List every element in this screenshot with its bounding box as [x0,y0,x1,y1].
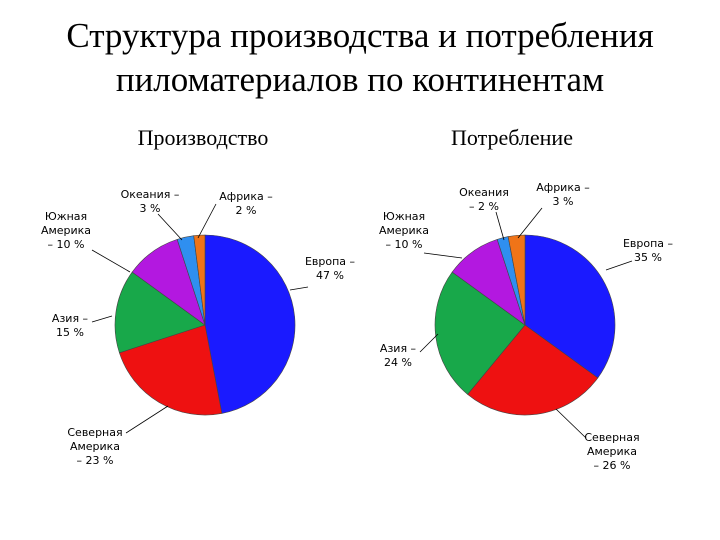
chart-title-production: Производство [138,125,269,150]
leader-line-production-north_america [125,405,169,434]
leader-line-consumption-oceania [495,211,505,241]
leader-line-production-oceania [157,213,183,241]
pie-chart-consumption: Потребление Европа –35 % Северная Америка – … [379,125,673,472]
data-label-consumption-asia: Азия –24 % [380,342,416,369]
chart-title-consumption: Потребление [451,125,573,150]
leader-line-production-europe [289,286,309,291]
data-label-production-europe: Европа –47 % [305,255,355,282]
data-label-consumption-south_america: Южная Америка – 10 % [379,210,429,251]
leader-line-consumption-africa [517,207,543,239]
pie-chart-production: Производство Европа –47 % Северная Америка –… [41,125,355,467]
leader-line-production-asia [91,315,113,323]
data-label-consumption-europe: Европа –35 % [623,237,673,264]
leader-line-production-south_america [91,249,131,273]
pie-slice-consumption-africa [507,234,526,326]
slide-title-line-2: пиломатериалов по континентам [115,60,605,99]
leader-line-consumption-south_america [423,252,463,259]
pie-slice-production-north_america [119,324,223,416]
data-label-production-asia: Азия –15 % [52,312,88,339]
leader-line-consumption-europe [605,260,633,271]
data-label-consumption-north_america: Северная Америка – 26 % [584,431,639,472]
data-label-consumption-africa: Африка –3 % [536,181,589,208]
data-label-consumption-oceania: Океания – 2 % [459,186,509,213]
data-label-production-north_america: Северная Америка – 23 % [67,426,122,467]
slide-title: Структура производства и потребления пил… [0,14,720,102]
leader-line-consumption-asia [419,333,439,353]
pie-slice-production-europe [204,234,296,414]
pie-slice-consumption-europe [524,234,616,379]
data-label-production-south_america: Южная Америка – 10 % [41,210,91,251]
leader-line-production-africa [197,203,217,239]
data-label-production-oceania: Океания –3 % [121,188,180,215]
slide-title-line-1: Структура производства и потребления [66,16,654,55]
pie-slice-consumption-north_america [467,324,599,416]
data-label-production-africa: Африка –2 % [219,190,272,217]
leader-line-consumption-north_america [555,408,587,439]
pie-slice-production-asia [114,271,206,354]
